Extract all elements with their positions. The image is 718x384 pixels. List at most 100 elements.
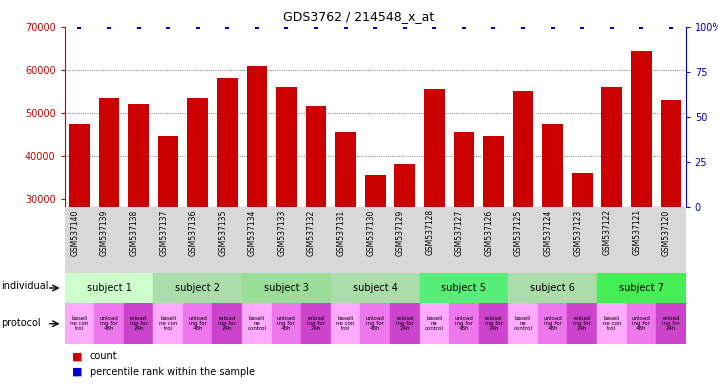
Text: subject 4: subject 4 <box>353 283 398 293</box>
Bar <box>154 303 183 344</box>
Text: baseli
ne con
trol: baseli ne con trol <box>336 316 355 331</box>
Bar <box>65 273 154 303</box>
Text: subject 2: subject 2 <box>175 283 220 293</box>
Text: unload
ing for
48h: unload ing for 48h <box>543 316 562 331</box>
Text: GSM537138: GSM537138 <box>129 209 139 256</box>
Bar <box>365 175 386 328</box>
Text: GSM537132: GSM537132 <box>307 209 316 256</box>
Bar <box>572 173 592 328</box>
Text: unload
ing for
48h: unload ing for 48h <box>188 316 208 331</box>
Text: subject 6: subject 6 <box>530 283 575 293</box>
Bar <box>602 87 622 328</box>
Bar <box>390 303 419 344</box>
Text: GSM537128: GSM537128 <box>425 209 434 255</box>
Bar <box>335 132 356 328</box>
Bar <box>302 303 331 344</box>
Bar <box>419 273 508 303</box>
Text: count: count <box>90 351 117 361</box>
Bar <box>94 303 123 344</box>
Text: individual: individual <box>1 281 48 291</box>
Bar <box>271 303 302 344</box>
Text: reload
ing for
24h: reload ing for 24h <box>307 316 325 331</box>
Bar <box>419 303 449 344</box>
Text: reload
ing for
24h: reload ing for 24h <box>396 316 414 331</box>
Text: subject 7: subject 7 <box>619 283 664 293</box>
Text: unload
ing for
48h: unload ing for 48h <box>454 316 473 331</box>
Text: GSM537140: GSM537140 <box>70 209 80 256</box>
Bar <box>154 273 242 303</box>
Bar <box>183 303 213 344</box>
Text: percentile rank within the sample: percentile rank within the sample <box>90 367 255 377</box>
Text: ■: ■ <box>72 351 83 361</box>
Bar <box>331 303 360 344</box>
Text: subject 3: subject 3 <box>264 283 309 293</box>
Bar <box>331 273 419 303</box>
Bar <box>306 106 327 328</box>
Bar <box>538 303 567 344</box>
Bar <box>508 273 597 303</box>
Text: baseli
ne con
trol: baseli ne con trol <box>70 316 88 331</box>
Text: unload
ing for
48h: unload ing for 48h <box>632 316 651 331</box>
Bar <box>129 104 149 328</box>
Bar <box>65 303 94 344</box>
Bar <box>449 303 479 344</box>
Text: reload
ing for
24h: reload ing for 24h <box>130 316 147 331</box>
Bar <box>276 87 297 328</box>
Text: GSM537136: GSM537136 <box>189 209 197 256</box>
Text: GSM537131: GSM537131 <box>337 209 345 256</box>
Bar <box>508 303 538 344</box>
Text: GSM537124: GSM537124 <box>544 209 553 256</box>
Bar <box>394 164 415 328</box>
Text: GSM537133: GSM537133 <box>277 209 286 256</box>
Bar <box>246 66 267 328</box>
Bar <box>69 124 90 328</box>
Text: GSM537125: GSM537125 <box>514 209 523 256</box>
Text: reload
ing for
24h: reload ing for 24h <box>218 316 236 331</box>
Text: baseli
ne con
trol: baseli ne con trol <box>602 316 621 331</box>
Bar <box>424 89 444 328</box>
Bar <box>454 132 474 328</box>
Bar <box>656 303 686 344</box>
Bar <box>597 273 686 303</box>
Text: GSM537126: GSM537126 <box>485 209 493 256</box>
Text: baseli
ne
control: baseli ne control <box>248 316 266 331</box>
Bar <box>567 303 597 344</box>
Text: unload
ing for
48h: unload ing for 48h <box>100 316 118 331</box>
Text: unload
ing for
48h: unload ing for 48h <box>365 316 385 331</box>
Bar <box>242 273 331 303</box>
Bar <box>360 303 390 344</box>
Bar <box>661 100 681 328</box>
Text: GSM537122: GSM537122 <box>602 209 612 255</box>
Text: subject 1: subject 1 <box>87 283 131 293</box>
Bar <box>483 136 504 328</box>
Bar <box>597 303 627 344</box>
Text: reload
ing for
24h: reload ing for 24h <box>662 316 680 331</box>
Text: GSM537129: GSM537129 <box>396 209 405 256</box>
Bar <box>158 136 179 328</box>
Text: GSM537121: GSM537121 <box>633 209 641 255</box>
Text: GSM537127: GSM537127 <box>455 209 464 256</box>
Text: ■: ■ <box>72 367 83 377</box>
Text: baseli
ne
control: baseli ne control <box>513 316 533 331</box>
Text: GDS3762 / 214548_x_at: GDS3762 / 214548_x_at <box>284 10 434 23</box>
Text: reload
ing for
24h: reload ing for 24h <box>573 316 591 331</box>
Text: GSM537134: GSM537134 <box>248 209 257 256</box>
Text: unload
ing for
48h: unload ing for 48h <box>277 316 296 331</box>
Text: baseli
ne
control: baseli ne control <box>425 316 444 331</box>
Bar <box>187 98 208 328</box>
Bar <box>242 303 271 344</box>
Bar <box>98 98 119 328</box>
Text: protocol: protocol <box>1 318 40 328</box>
Text: subject 5: subject 5 <box>442 283 486 293</box>
Bar <box>542 124 563 328</box>
Text: reload
ing for
24h: reload ing for 24h <box>485 316 503 331</box>
Bar <box>479 303 508 344</box>
Text: GSM537139: GSM537139 <box>100 209 109 256</box>
Text: GSM537135: GSM537135 <box>218 209 228 256</box>
Text: GSM537130: GSM537130 <box>366 209 375 256</box>
Bar <box>123 303 154 344</box>
Text: GSM537120: GSM537120 <box>662 209 671 256</box>
Text: baseli
ne con
trol: baseli ne con trol <box>159 316 177 331</box>
Text: GSM537123: GSM537123 <box>573 209 582 256</box>
Bar <box>213 303 242 344</box>
